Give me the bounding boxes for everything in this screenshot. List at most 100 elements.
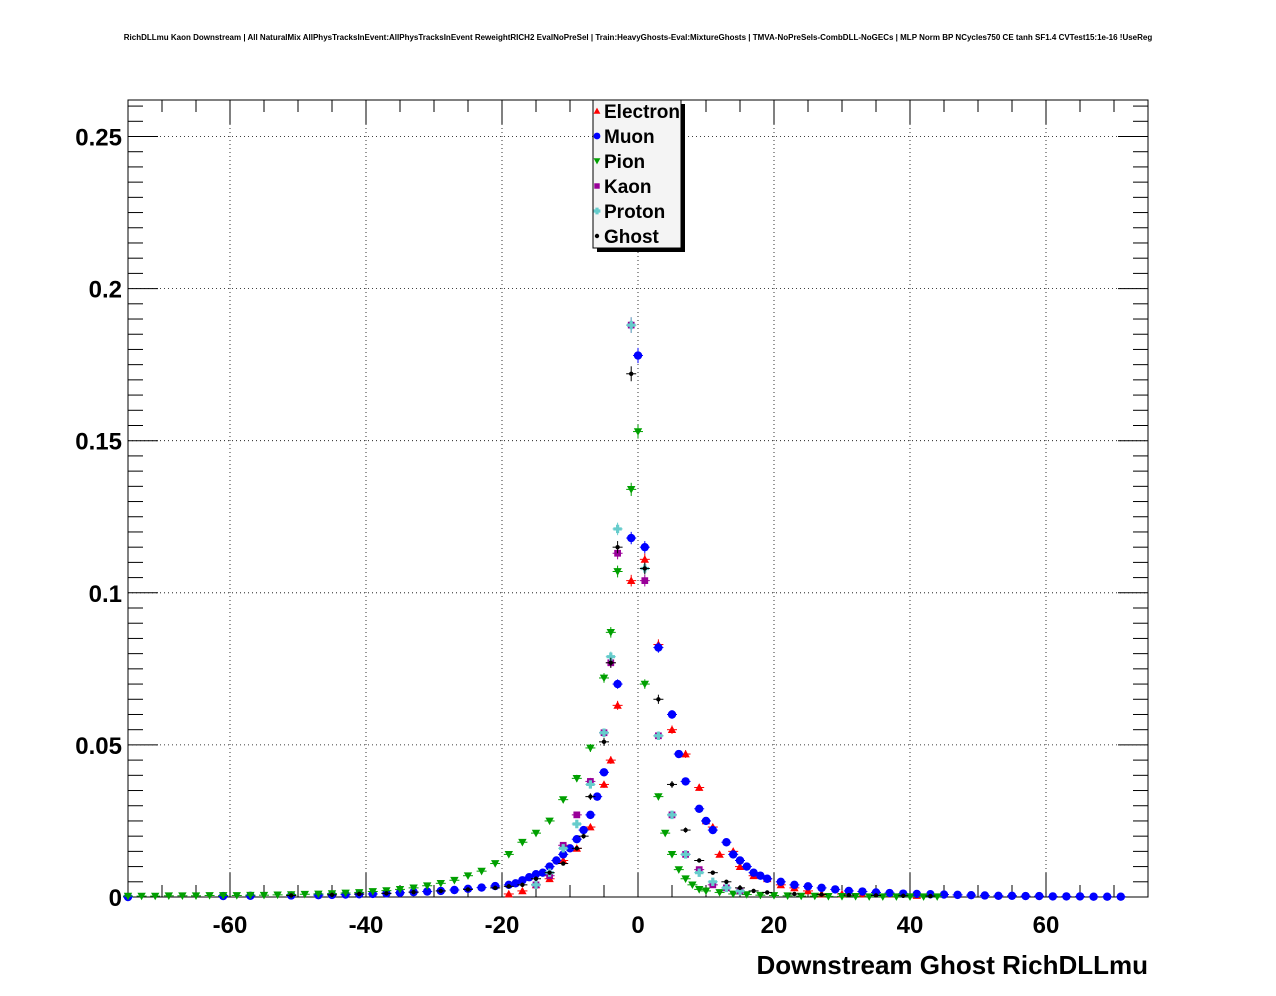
- data-point: [695, 783, 704, 791]
- data-point: [411, 889, 416, 895]
- data-point: [572, 835, 581, 844]
- data-point: [742, 862, 751, 871]
- data-point: [640, 542, 649, 552]
- data-point: [559, 796, 568, 804]
- data-point: [790, 880, 799, 890]
- data-point: [695, 886, 704, 894]
- data-point: [674, 749, 683, 759]
- data-point: [669, 782, 675, 787]
- data-point: [384, 891, 389, 896]
- data-point: [599, 674, 609, 683]
- data-point: [640, 555, 649, 563]
- data-point: [735, 886, 745, 896]
- data-point: [504, 889, 513, 898]
- data-point: [994, 891, 1003, 900]
- data-point: [701, 887, 711, 896]
- data-point: [545, 862, 554, 871]
- legend-label: Muon: [604, 127, 655, 148]
- data-point: [572, 819, 581, 829]
- data-point: [710, 870, 715, 875]
- data-point: [493, 885, 498, 891]
- data-point: [594, 183, 600, 189]
- data-point: [919, 893, 928, 901]
- data-point: [642, 566, 647, 571]
- data-point: [763, 874, 772, 883]
- data-point: [409, 884, 418, 893]
- data-point: [606, 755, 615, 764]
- data-point: [586, 780, 595, 789]
- data-point: [928, 893, 933, 899]
- data-point: [819, 892, 824, 897]
- data-point: [613, 701, 622, 709]
- data-point: [259, 891, 269, 900]
- data-point: [871, 888, 881, 897]
- data-point: [656, 697, 661, 702]
- data-point: [654, 643, 663, 652]
- data-point: [559, 844, 568, 853]
- legend-item-pion: Pion: [593, 152, 645, 173]
- series-ghost: [286, 366, 936, 899]
- data-point: [450, 876, 459, 885]
- data-point: [627, 533, 636, 543]
- data-point: [586, 822, 595, 831]
- data-point: [1021, 891, 1030, 901]
- data-point: [724, 879, 729, 884]
- data-point: [661, 829, 670, 838]
- data-point: [538, 868, 547, 877]
- data-point: [953, 890, 962, 900]
- data-point: [722, 883, 731, 893]
- data-point: [565, 844, 575, 853]
- data-point: [573, 811, 581, 819]
- data-point: [572, 775, 581, 783]
- data-point: [667, 810, 677, 820]
- data-point: [1035, 891, 1044, 901]
- legend-label: Pion: [604, 152, 645, 173]
- data-point: [729, 890, 738, 899]
- legend-item-ghost: Ghost: [594, 227, 660, 248]
- x-tick-label: -60: [213, 912, 248, 939]
- data-point: [629, 371, 634, 376]
- data-point: [246, 891, 255, 900]
- data-point: [846, 892, 851, 898]
- legend-box: [592, 99, 682, 249]
- data-point: [613, 524, 622, 534]
- data-point: [599, 780, 609, 788]
- data-point: [559, 850, 568, 859]
- data-point: [395, 886, 405, 894]
- data-point: [588, 794, 593, 799]
- data-point: [803, 882, 813, 891]
- data-point: [531, 829, 541, 838]
- data-point: [831, 885, 840, 894]
- data-point: [633, 428, 643, 436]
- data-point: [232, 892, 241, 900]
- data-point: [641, 577, 649, 584]
- data-point: [559, 856, 568, 864]
- y-tick-label: 0.05: [75, 733, 122, 760]
- series-muon: [123, 347, 1126, 902]
- data-point: [579, 825, 588, 835]
- data-point: [599, 768, 609, 777]
- data-point: [1007, 891, 1017, 900]
- data-point: [681, 749, 690, 758]
- data-point: [586, 744, 595, 753]
- data-point: [436, 879, 445, 888]
- data-point: [137, 892, 146, 901]
- x-tick-label: 40: [897, 912, 924, 939]
- data-point: [756, 891, 765, 900]
- legend-label: Proton: [604, 202, 665, 223]
- data-point: [606, 652, 615, 661]
- data-point: [531, 880, 541, 890]
- data-point: [667, 851, 677, 859]
- data-point: [792, 891, 797, 897]
- data-point: [1062, 892, 1071, 901]
- data-point: [289, 893, 294, 898]
- data-point: [715, 850, 724, 858]
- data-point: [683, 827, 688, 833]
- data-point: [520, 882, 525, 888]
- data-point: [593, 207, 601, 215]
- data-point: [438, 888, 443, 894]
- x-tick-label: 60: [1033, 912, 1060, 939]
- data-point: [939, 890, 949, 899]
- data-point: [901, 893, 906, 898]
- data-point: [273, 891, 282, 900]
